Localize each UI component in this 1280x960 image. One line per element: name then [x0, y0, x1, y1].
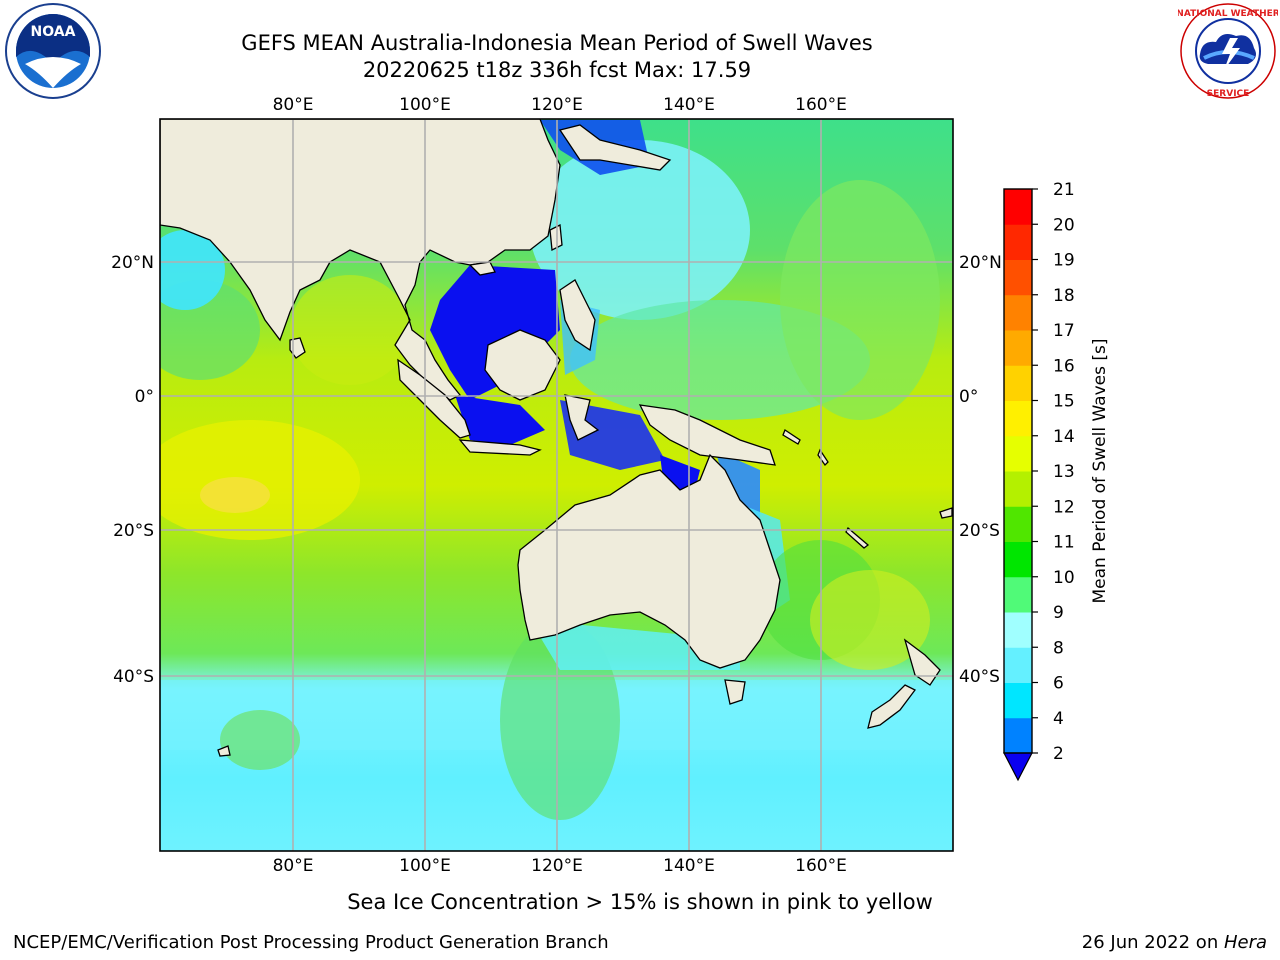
colorbar-segment: [1004, 365, 1032, 401]
sea-ice-note: Sea Ice Concentration > 15% is shown in …: [347, 890, 933, 914]
landmass-hainan: [468, 261, 496, 276]
lon-label-top-140e: 140°E: [663, 95, 715, 115]
map-frame: [159, 118, 954, 852]
colorbar-segment: [1004, 541, 1032, 578]
lat-label-left-20n: 20°N: [111, 253, 154, 273]
colorbar-segment: [1004, 506, 1032, 542]
landmass-kerguelen: [217, 745, 231, 757]
svg-text:NATIONAL WEATHER: NATIONAL WEATHER: [1178, 9, 1278, 19]
colorbar-segment: [1004, 612, 1032, 648]
lat-label-left-40s: 40°S: [113, 667, 154, 687]
colorbar: 2 4 6 8 9 10 11 12 13 14 15 16 17 18 19 20 21: [1003, 180, 1075, 782]
landmass-java: [458, 439, 542, 456]
colorbar-segment: [1004, 259, 1032, 296]
graticule: [160, 119, 953, 851]
colorbar-tick-label: 21: [1053, 180, 1075, 200]
colorbar-tick-label: 10: [1053, 568, 1075, 588]
lon-label-top-160e: 160°E: [795, 95, 847, 115]
footer-machine: Hera: [1223, 932, 1267, 953]
colorbar-tick-label: 2: [1053, 744, 1064, 764]
lon-label-bottom-100e: 100°E: [399, 856, 451, 876]
colorbar-segment: [1004, 435, 1032, 472]
landmass-sulawesi: [564, 394, 600, 441]
colorbar-tick-label: 14: [1053, 427, 1075, 447]
colorbar-segment: [1004, 294, 1032, 331]
lon-label-bottom-140e: 140°E: [663, 856, 715, 876]
noaa-wordmark: NOAA: [31, 24, 76, 40]
landmass-solomons: [782, 429, 801, 445]
lon-label-top-80e: 80°E: [273, 95, 314, 115]
nws-logo: NATIONAL WEATHER SERVICE: [1178, 3, 1278, 99]
footer-producer: NCEP/EMC/Verification Post Processing Pr…: [13, 932, 609, 953]
colorbar-tick-label: 18: [1053, 286, 1075, 306]
colorbar-tick-label: 9: [1053, 603, 1064, 623]
lat-label-right-20n: 20°N: [959, 253, 1002, 273]
svg-text:SERVICE: SERVICE: [1207, 89, 1250, 99]
lon-label-bottom-120e: 120°E: [531, 856, 583, 876]
landmass-sumatra: [397, 358, 471, 439]
colorbar-segment: [1004, 717, 1032, 754]
colorbar-tick-label: 19: [1053, 251, 1075, 271]
landmass-new-zealand-north: [903, 638, 941, 686]
colorbar-segment: [1004, 224, 1032, 260]
landmass-japan-korea: [558, 124, 672, 171]
colorbar-segment: [1004, 189, 1032, 225]
landmass-taiwan: [549, 223, 563, 252]
noaa-logo: NOAA: [5, 3, 101, 99]
footer-date-text: 26 Jun 2022 on: [1081, 932, 1224, 953]
landmass-philippines: [559, 279, 596, 352]
landmass-asia: [160, 119, 561, 401]
colorbar-tick-label: 20: [1053, 215, 1075, 235]
landmass-australia: [517, 453, 781, 669]
colorbar-tick-label: 16: [1053, 356, 1075, 376]
landmass-borneo: [484, 329, 561, 401]
landmass-new-zealand-south: [867, 684, 916, 729]
lon-label-top-100e: 100°E: [399, 95, 451, 115]
lon-label-bottom-80e: 80°E: [273, 856, 314, 876]
lon-label-top-120e: 120°E: [531, 95, 583, 115]
lat-label-right-40s: 40°S: [959, 667, 1000, 687]
landmass-fiji: [939, 507, 953, 519]
colorbar-extend-arrow: [1003, 752, 1033, 782]
colorbar-segment: [1004, 682, 1032, 719]
colorbar-tick-label: 13: [1053, 462, 1075, 482]
colorbar-segment: [1004, 576, 1032, 613]
landmass-tasmania: [724, 679, 746, 705]
colorbar-segment: [1004, 471, 1032, 507]
colorbar-segment: [1004, 330, 1032, 366]
colorbar-tick-label: 6: [1053, 674, 1064, 694]
landmass-new-guinea: [638, 404, 776, 466]
colorbar-tick-label: 17: [1053, 321, 1075, 341]
lat-label-right-20s: 20°S: [959, 521, 1000, 541]
lat-label-left-0: 0°: [135, 387, 154, 407]
lon-label-bottom-160e: 160°E: [795, 856, 847, 876]
colorbar-segment: [1004, 647, 1032, 683]
chart-title: GEFS MEAN Australia-Indonesia Mean Perio…: [241, 31, 873, 55]
colorbar-segment: [1004, 400, 1032, 437]
lat-label-left-20s: 20°S: [113, 521, 154, 541]
colorbar-tick-label: 12: [1053, 497, 1075, 517]
colorbar-tick-label: 11: [1053, 533, 1075, 553]
land-masses: [160, 119, 953, 757]
lat-label-right-0: 0°: [959, 387, 978, 407]
footer-date: 26 Jun 2022 on Hera: [1082, 932, 1267, 953]
colorbar-tick-label: 15: [1053, 392, 1075, 412]
colorbar-tick-label: 8: [1053, 638, 1064, 658]
colorbar-title: Mean Period of Swell Waves [s]: [1090, 339, 1110, 604]
chart-subtitle: 20220625 t18z 336h fcst Max: 17.59: [362, 58, 752, 82]
colorbar-tick-label: 4: [1053, 709, 1064, 729]
